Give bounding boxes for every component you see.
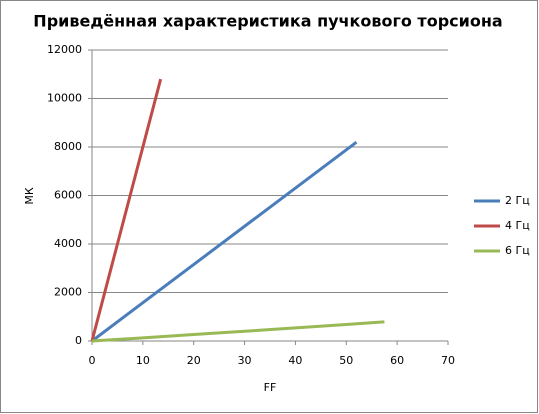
series-line xyxy=(91,140,358,343)
x-tick-label: 60 xyxy=(390,354,404,367)
y-axis-label: МК xyxy=(23,187,36,204)
x-tick-label: 70 xyxy=(441,354,455,367)
y-tick-label: 8000 xyxy=(54,140,82,153)
legend-label: 6 Гц xyxy=(505,244,530,257)
y-tick-label: 2000 xyxy=(54,286,82,299)
legend-label: 4 Гц xyxy=(505,219,530,232)
x-tick-label: 10 xyxy=(136,354,150,367)
y-tick-label: 12000 xyxy=(47,43,82,56)
x-tick-label: 40 xyxy=(288,354,302,367)
x-tick-label: 50 xyxy=(339,354,353,367)
x-axis-label: FF xyxy=(264,381,277,394)
x-tick-label: 0 xyxy=(89,354,96,367)
x-tick-label: 20 xyxy=(187,354,201,367)
y-tick-label: 10000 xyxy=(47,92,82,105)
series-line xyxy=(90,78,163,342)
chart-title: Приведённая характеристика пучкового тор… xyxy=(33,12,502,31)
legend-label: 2 Гц xyxy=(505,194,530,207)
y-tick-label: 6000 xyxy=(54,189,82,202)
y-tick-label: 4000 xyxy=(54,237,82,250)
x-tick-label: 30 xyxy=(238,354,252,367)
series-line xyxy=(91,320,385,343)
y-tick-label: 0 xyxy=(75,334,82,347)
